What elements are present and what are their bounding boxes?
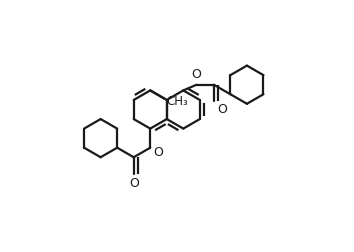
Text: O: O [129, 177, 139, 190]
Text: O: O [217, 103, 227, 116]
Text: O: O [153, 146, 163, 159]
Text: O: O [192, 68, 202, 81]
Text: CH₃: CH₃ [166, 95, 188, 108]
